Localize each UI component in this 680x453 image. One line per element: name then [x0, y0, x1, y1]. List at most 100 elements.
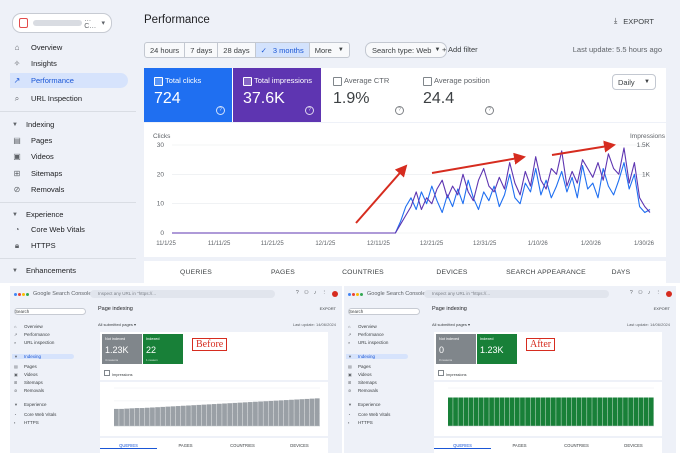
bell-icon[interactable]: ♪	[313, 290, 317, 296]
export-button[interactable]: EXPORT	[319, 306, 336, 311]
tab-queries[interactable]: QUERIES	[180, 268, 212, 276]
nav-overview[interactable]: ⌂ Overview	[348, 324, 377, 329]
nav-performance[interactable]: ↗ Performance	[10, 73, 128, 88]
range-3m[interactable]: ✓ 3 months	[254, 42, 310, 58]
nav-sitemaps[interactable]: ⊞ Sitemaps	[348, 380, 377, 385]
card-not-indexed[interactable]: Not indexed 0 0 reasons	[436, 334, 476, 364]
range-more[interactable]: More ▼	[308, 42, 350, 58]
inspect-url-search[interactable]: Inspect any URL in "https://...	[424, 290, 609, 298]
tab-days[interactable]: DAYS	[611, 268, 631, 276]
tab-countries[interactable]: COUNTRIES	[564, 443, 589, 448]
avatar[interactable]	[666, 291, 672, 297]
nav-sitemaps[interactable]: ⊞ Sitemaps	[14, 380, 43, 385]
inspect-url-search[interactable]: Inspect any URL in "https://...	[90, 290, 275, 298]
card-average-ctr[interactable]: Average CTR 1.9% ?	[323, 68, 411, 122]
nav-https[interactable]: ▪ HTTPS	[14, 420, 39, 425]
nav-removals[interactable]: ⊘ Removals	[12, 182, 65, 197]
nav-overview[interactable]: ⌂ Overview	[14, 324, 43, 329]
checkbox[interactable]	[423, 77, 432, 86]
submitted-pages-filter[interactable]: All submitted pages ▾	[98, 322, 137, 327]
metric-value: 724	[154, 90, 181, 107]
mini-main: Page indexing EXPORT All submitted pages…	[92, 302, 342, 453]
nav-https[interactable]: 🔒︎ HTTPS	[12, 238, 56, 253]
submitted-pages-filter[interactable]: All submitted pages ▾	[432, 322, 471, 327]
impressions-toggle[interactable]: Impressions	[438, 370, 466, 377]
nav-core-web-vitals[interactable]: ◔ Core Web Vitals	[14, 412, 56, 417]
search-type-filter[interactable]: Search type: Web ▼	[365, 42, 448, 58]
nav-core-web-vitals[interactable]: ◔ Core Web Vitals	[12, 222, 85, 237]
help-icon[interactable]: ?	[305, 106, 314, 115]
section-enhancements[interactable]: ▼ Enhancements	[12, 266, 76, 275]
nav-experience[interactable]: ▼ Experience	[14, 402, 47, 407]
checkbox[interactable]	[438, 370, 444, 376]
export-button[interactable]: EXPORT	[653, 306, 670, 311]
card-total-impressions[interactable]: Total impressions 37.6K ?	[233, 68, 321, 122]
card-indexed[interactable]: Indexed 1.23K	[477, 334, 517, 364]
tab-countries[interactable]: COUNTRIES	[230, 443, 255, 448]
avatar[interactable]	[332, 291, 338, 297]
export-button[interactable]: ⤓ EXPORT	[614, 16, 654, 26]
users-icon[interactable]: ⚇	[303, 290, 309, 296]
property-selector[interactable]: …C… ▾	[12, 13, 112, 33]
nav-performance[interactable]: ↗ Performance	[14, 332, 50, 337]
nav-overview[interactable]: ⌂ Overview	[12, 40, 63, 55]
add-filter-button[interactable]: + Add filter	[442, 44, 478, 54]
nav-performance[interactable]: ↗ Performance	[348, 332, 384, 337]
range-28d[interactable]: 28 days	[217, 42, 256, 58]
checkbox[interactable]	[243, 77, 252, 86]
nav-videos[interactable]: ▣ Videos	[14, 372, 38, 377]
caret-down-icon: ▼	[434, 47, 441, 53]
nav-url-inspection[interactable]: ⌕ URL inspection	[348, 340, 388, 345]
nav-sitemaps[interactable]: ⊞ Sitemaps	[12, 166, 63, 181]
nav-indexing[interactable]: ▼ Indexing	[346, 354, 408, 359]
nav-videos[interactable]: ▣ Videos	[12, 149, 54, 164]
help-icon[interactable]: ?	[629, 290, 633, 296]
range-7d[interactable]: 7 days	[184, 42, 219, 58]
checkbox[interactable]	[104, 370, 110, 376]
nav-pages[interactable]: ▤ Pages	[348, 364, 371, 369]
card-not-indexed[interactable]: Not indexed 1.23K 4 reasons	[102, 334, 142, 364]
apps-icon[interactable]: ⋮	[321, 290, 328, 296]
card-indexed[interactable]: Indexed 22 1 reason	[143, 334, 183, 364]
property-selector[interactable]: Search	[348, 308, 420, 315]
impressions-toggle[interactable]: Impressions	[104, 370, 132, 377]
property-selector[interactable]: Search	[14, 308, 86, 315]
section-experience[interactable]: ▼ Experience	[12, 210, 63, 219]
nav-url-inspection[interactable]: ⌕ URL inspection	[14, 340, 54, 345]
tab-devices[interactable]: DEVICES	[624, 443, 643, 448]
tab-queries[interactable]: QUERIES	[100, 443, 157, 449]
help-icon[interactable]: ?	[295, 290, 299, 296]
tab-search-appearance[interactable]: SEARCH APPEARANCE	[506, 268, 586, 276]
card-average-position[interactable]: Average position 24.4 ?	[413, 68, 501, 122]
granularity-select[interactable]: Daily ▼	[612, 74, 656, 90]
nav-removals[interactable]: ⊘ Removals	[14, 388, 44, 393]
nav-videos[interactable]: ▣ Videos	[348, 372, 372, 377]
users-icon[interactable]: ⚇	[637, 290, 643, 296]
tab-countries[interactable]: COUNTRIES	[342, 268, 384, 276]
nav-experience[interactable]: ▼ Experience	[348, 402, 381, 407]
bell-icon[interactable]: ♪	[647, 290, 651, 296]
help-icon[interactable]: ?	[216, 106, 225, 115]
checkbox[interactable]	[333, 77, 342, 86]
checkbox[interactable]	[154, 77, 163, 86]
tab-queries[interactable]: QUERIES	[434, 443, 491, 449]
section-indexing[interactable]: ▼ Indexing	[12, 120, 54, 129]
help-icon[interactable]: ?	[485, 106, 494, 115]
tab-devices[interactable]: DEVICES	[290, 443, 309, 448]
tab-pages[interactable]: PAGES	[178, 443, 193, 448]
nav-removals[interactable]: ⊘ Removals	[348, 388, 378, 393]
help-icon[interactable]: ?	[395, 106, 404, 115]
apps-icon[interactable]: ⋮	[655, 290, 662, 296]
card-total-clicks[interactable]: Total clicks 724 ?	[144, 68, 232, 122]
tab-devices[interactable]: DEVICES	[436, 268, 468, 276]
nav-pages[interactable]: ▤ Pages	[12, 133, 52, 148]
nav-indexing[interactable]: ▼ Indexing	[12, 354, 74, 359]
nav-insights[interactable]: ✧ Insights	[12, 56, 57, 71]
tab-pages[interactable]: PAGES	[512, 443, 527, 448]
nav-pages[interactable]: ▤ Pages	[14, 364, 37, 369]
nav-https[interactable]: ▪ HTTPS	[348, 420, 373, 425]
nav-core-web-vitals[interactable]: ◔ Core Web Vitals	[348, 412, 390, 417]
nav-url-inspection[interactable]: ⌕ URL Inspection	[12, 91, 82, 106]
tab-pages[interactable]: PAGES	[271, 268, 295, 276]
range-24h[interactable]: 24 hours	[144, 42, 186, 58]
